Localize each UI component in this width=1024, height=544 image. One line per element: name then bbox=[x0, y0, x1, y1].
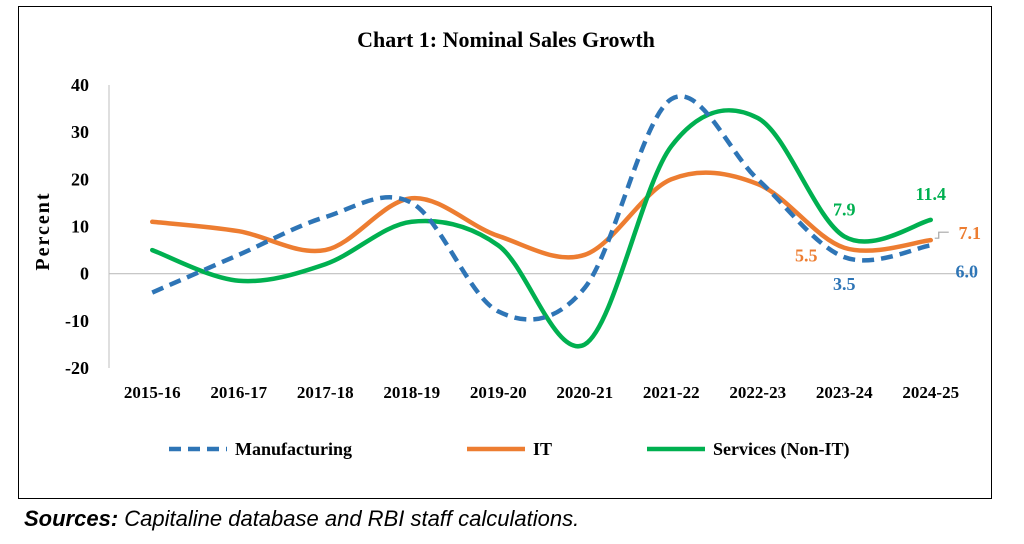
x-tick-label: 2018-19 bbox=[383, 383, 440, 402]
data-label: 3.5 bbox=[833, 274, 856, 294]
y-tick-label: 10 bbox=[71, 217, 89, 237]
legend-label: Manufacturing bbox=[235, 439, 352, 459]
x-tick-label: 2022-23 bbox=[729, 383, 786, 402]
x-tick-label: 2023-24 bbox=[816, 383, 873, 402]
y-tick-label: -20 bbox=[65, 358, 89, 378]
series-lines bbox=[150, 94, 933, 349]
x-tick-label: 2016-17 bbox=[210, 383, 267, 402]
y-tick-label: 0 bbox=[80, 264, 89, 284]
source-text: Capitaline database and RBI staff calcul… bbox=[118, 506, 580, 531]
y-tick-label: 40 bbox=[71, 75, 89, 95]
x-tick-label: 2017-18 bbox=[297, 383, 354, 402]
y-tick-labels: 40 30 20 10 0 -10 -20 bbox=[65, 75, 89, 378]
series-line-manufacturing bbox=[151, 94, 932, 322]
x-tick-labels: 2015-16 2016-17 2017-18 2018-19 2019-20 2020-… bbox=[124, 383, 959, 402]
x-tick-label: 2024-25 bbox=[902, 383, 959, 402]
x-tick-label: 2021-22 bbox=[643, 383, 700, 402]
y-tick-label: 20 bbox=[71, 169, 89, 189]
line-chart: Chart 1: Nominal Sales Growth Percent 40… bbox=[32, 27, 981, 460]
y-axis-label: Percent bbox=[32, 191, 54, 270]
series-line-services-non-it bbox=[150, 108, 933, 349]
x-tick-label: 2020-21 bbox=[556, 383, 613, 402]
data-label: 5.5 bbox=[795, 246, 818, 266]
data-label: 6.0 bbox=[956, 261, 979, 281]
legend-label: Services (Non-IT) bbox=[713, 439, 849, 460]
data-labels: 5.5 3.5 7.9 11.4 7.1 6.0 bbox=[795, 184, 981, 294]
source-label: Sources: bbox=[24, 506, 119, 531]
y-tick-label: 30 bbox=[71, 122, 89, 142]
x-tick-label: 2015-16 bbox=[124, 383, 181, 402]
x-tick-label: 2019-20 bbox=[470, 383, 527, 402]
data-label: 11.4 bbox=[915, 184, 946, 204]
series-line-it bbox=[150, 170, 933, 260]
data-label: 7.1 bbox=[959, 223, 982, 243]
chart-title: Chart 1: Nominal Sales Growth bbox=[357, 27, 655, 52]
chart-frame: Chart 1: Nominal Sales Growth Percent 40… bbox=[18, 6, 992, 499]
data-label: 7.9 bbox=[833, 199, 856, 219]
legend-label: IT bbox=[533, 439, 552, 459]
leader-line bbox=[934, 231, 949, 239]
source-note: Sources: Capitaline database and RBI sta… bbox=[24, 506, 579, 532]
y-tick-label: -10 bbox=[65, 311, 89, 331]
legend: Manufacturing IT Services (Non-IT) bbox=[169, 439, 849, 460]
